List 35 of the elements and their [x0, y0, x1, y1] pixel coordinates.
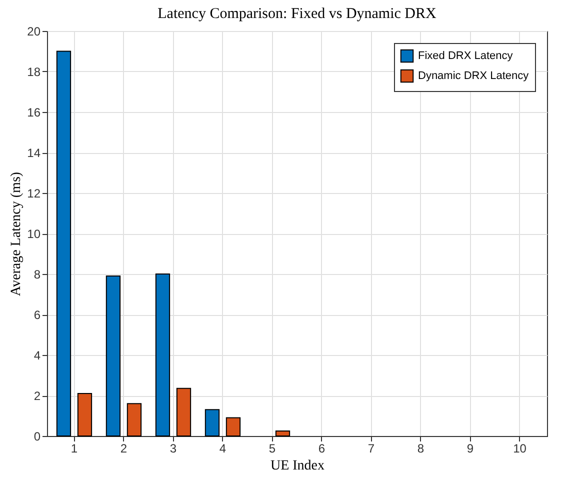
y-tick-label: 14 — [27, 146, 41, 160]
bar — [176, 388, 192, 436]
bar — [77, 392, 92, 436]
y-tick-label: 12 — [27, 186, 41, 200]
y-tick-label: 20 — [27, 24, 41, 38]
bar — [275, 430, 290, 436]
legend-label: Dynamic DRX Latency — [418, 70, 530, 82]
y-tick-label: 16 — [27, 106, 41, 120]
y-tick-label: 4 — [34, 348, 41, 362]
x-tick-label: 3 — [170, 442, 177, 456]
y-tick-label: 10 — [27, 227, 41, 241]
bar — [126, 403, 142, 436]
bar — [226, 417, 241, 436]
x-tick-label: 9 — [466, 442, 474, 456]
y-axis-title: Average Latency (ms) — [9, 172, 24, 296]
y-tick-label: 0 — [34, 430, 41, 444]
x-tick-label: 6 — [318, 442, 326, 456]
legend-label: Fixed DRX Latency — [418, 50, 514, 62]
bar — [204, 409, 220, 436]
y-tick-label: 8 — [34, 268, 41, 282]
x-tick-label: 8 — [417, 442, 424, 456]
y-tick-label: 18 — [27, 65, 41, 79]
bar — [155, 274, 170, 436]
x-tick-label: 4 — [219, 442, 226, 456]
x-tick-label: 5 — [268, 442, 276, 456]
x-tick-label: 7 — [368, 442, 375, 456]
y-tick-label: 2 — [34, 389, 41, 403]
x-tick-label: 2 — [120, 442, 128, 456]
chart-title: Latency Comparison: Fixed vs Dynamic DRX — [158, 6, 437, 22]
bar — [106, 276, 121, 436]
x-axis-title: UE Index — [270, 458, 325, 474]
x-tick-label: 1 — [70, 442, 78, 456]
y-tick-label: 6 — [34, 308, 41, 322]
x-tick-label: 10 — [513, 442, 527, 456]
bar — [56, 50, 72, 436]
